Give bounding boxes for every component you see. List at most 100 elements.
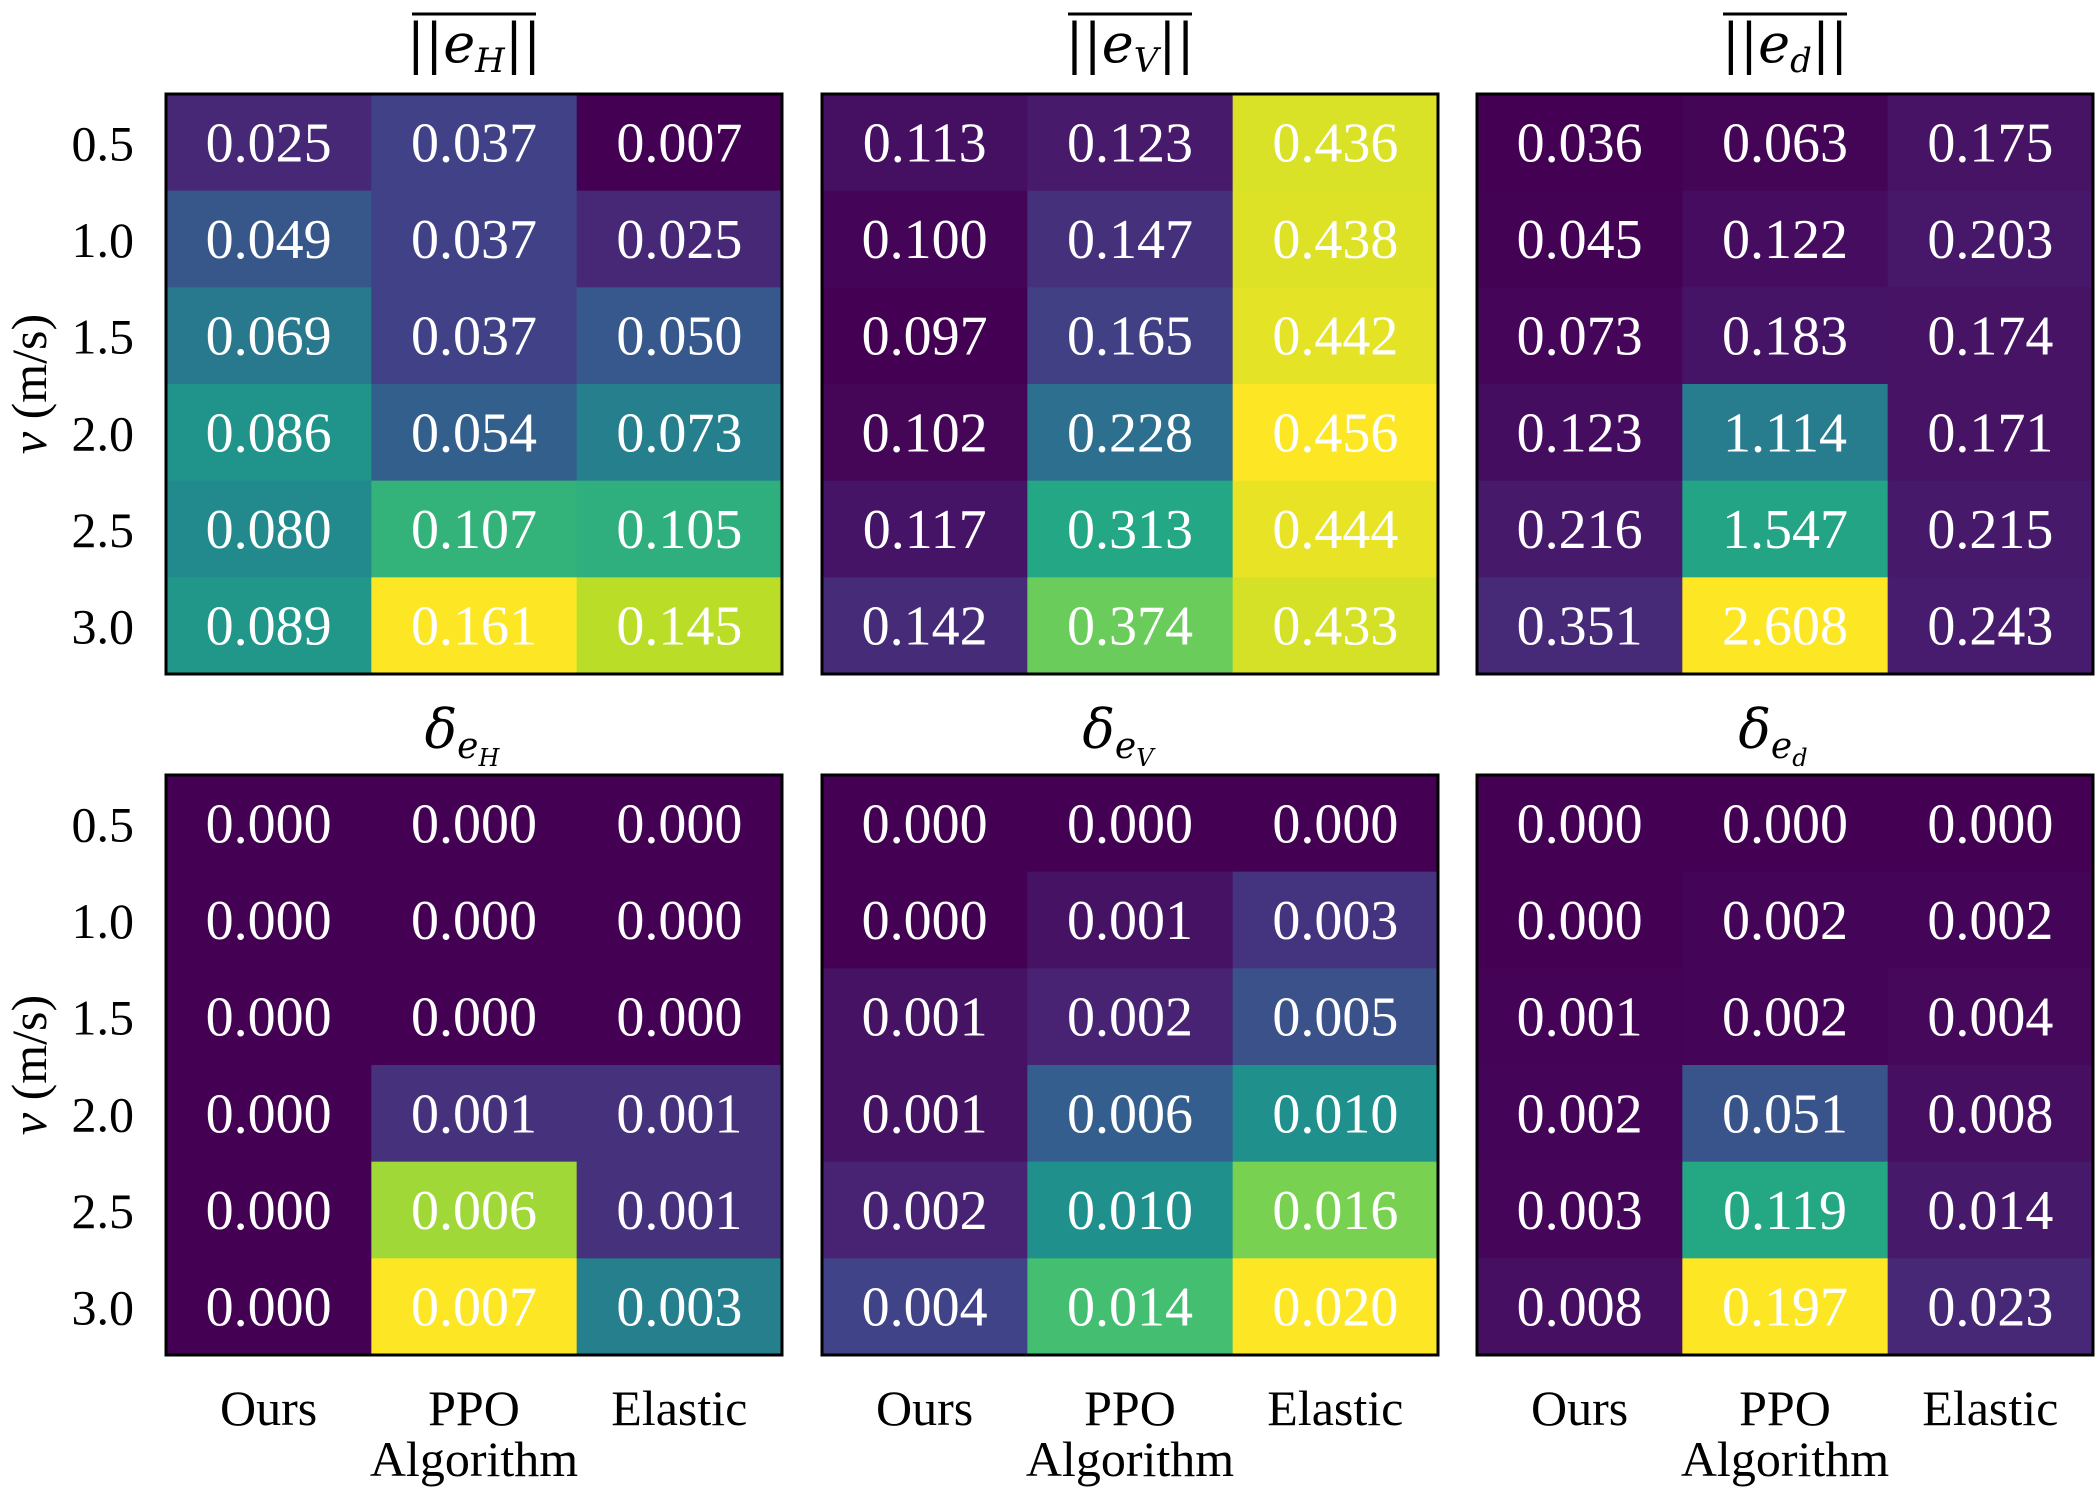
cell-value-label: 0.216 bbox=[1517, 499, 1643, 561]
cell-value-label: 0.004 bbox=[1927, 987, 2053, 1049]
cell-value-label: 0.145 bbox=[616, 596, 742, 658]
cell-value-label: 0.004 bbox=[862, 1277, 988, 1339]
heatmap-cell bbox=[576, 94, 783, 192]
cell-value-label: 0.025 bbox=[206, 112, 332, 174]
heatmap-cell bbox=[576, 1161, 783, 1259]
x-axis-label: Algorithm bbox=[370, 1431, 578, 1487]
heatmap-cell bbox=[1477, 384, 1683, 482]
heatmap-cell bbox=[822, 94, 1028, 192]
cell-value-label: 0.037 bbox=[411, 112, 537, 174]
heatmap-cell bbox=[1477, 190, 1683, 288]
heatmap-cell bbox=[1027, 190, 1234, 288]
heatmap-cell bbox=[576, 968, 783, 1066]
cell-value-label: 0.000 bbox=[411, 987, 537, 1049]
panel-frame bbox=[820, 773, 1440, 1357]
heatmap-cell bbox=[1027, 577, 1234, 675]
heatmap-cell bbox=[371, 1258, 578, 1356]
cell-value-label: 0.000 bbox=[206, 793, 332, 855]
cell-value-label: 0.008 bbox=[1517, 1277, 1643, 1339]
cell-value-label: 0.175 bbox=[1927, 112, 2053, 174]
heatmap-cell bbox=[1027, 94, 1234, 192]
heatmap-cell bbox=[1887, 287, 2094, 385]
cell-value-label: 0.049 bbox=[206, 209, 332, 271]
cell-value-label: 0.005 bbox=[1272, 987, 1398, 1049]
cell-value-label: 0.444 bbox=[1272, 499, 1398, 561]
heatmap-cell bbox=[1232, 480, 1439, 578]
panel-frame bbox=[1475, 773, 2095, 1357]
heatmap-cell bbox=[1477, 1161, 1683, 1259]
heatmap-cell bbox=[822, 871, 1028, 969]
heatmap-cell bbox=[166, 1161, 372, 1259]
heatmap-cell bbox=[1887, 968, 2094, 1066]
cell-value-label: 0.063 bbox=[1722, 112, 1848, 174]
x-tick-label: PPO bbox=[1739, 1380, 1831, 1436]
heatmap-cell bbox=[1887, 1161, 2094, 1259]
x-tick-label: Ours bbox=[220, 1380, 317, 1436]
heatmap-cell bbox=[371, 968, 578, 1066]
y-tick-label: 2.5 bbox=[72, 1183, 135, 1239]
cell-value-label: 0.000 bbox=[206, 1180, 332, 1242]
x-tick-label: Elastic bbox=[1267, 1380, 1403, 1436]
heatmap-cell bbox=[371, 190, 578, 288]
cell-value-label: 0.023 bbox=[1927, 1277, 2053, 1339]
heatmap-cell bbox=[371, 775, 578, 873]
heatmap-cell bbox=[1232, 1065, 1439, 1163]
heatmap-cell bbox=[1232, 190, 1439, 288]
cell-value-label: 0.007 bbox=[411, 1277, 537, 1339]
cell-value-label: 0.097 bbox=[862, 306, 988, 368]
y-tick-label: 0.5 bbox=[72, 796, 135, 852]
cell-value-label: 0.073 bbox=[616, 402, 742, 464]
cell-value-label: 0.105 bbox=[616, 499, 742, 561]
cell-value-label: 0.117 bbox=[863, 499, 987, 561]
heatmap-cell bbox=[1027, 968, 1234, 1066]
cell-value-label: 0.000 bbox=[206, 1083, 332, 1145]
cell-value-label: 0.045 bbox=[1517, 209, 1643, 271]
cell-value-label: 0.161 bbox=[411, 596, 537, 658]
panel-frame bbox=[820, 92, 1440, 676]
heatmap-cell bbox=[1887, 190, 2094, 288]
heatmap-cell bbox=[576, 871, 783, 969]
cell-value-label: 1.547 bbox=[1722, 499, 1848, 561]
heatmap-cell bbox=[166, 577, 372, 675]
cell-value-label: 0.006 bbox=[411, 1180, 537, 1242]
cell-value-label: 0.215 bbox=[1927, 499, 2053, 561]
cell-value-label: 0.073 bbox=[1517, 306, 1643, 368]
heatmap-cell bbox=[1477, 94, 1683, 192]
cell-value-label: 0.002 bbox=[1927, 890, 2053, 952]
cell-value-label: 0.351 bbox=[1517, 596, 1643, 658]
cell-value-label: 0.001 bbox=[1517, 987, 1643, 1049]
heatmap-cell bbox=[1682, 577, 1889, 675]
heatmap-cell bbox=[1682, 190, 1889, 288]
y-tick-label: 2.5 bbox=[72, 502, 135, 558]
heatmap-panel-2: 0.113 0.123 0.436 0.100 0.147 0.438 0.097 0.165… bbox=[820, 12, 1440, 676]
cell-value-label: 0.000 bbox=[206, 1277, 332, 1339]
cell-value-label: 0.000 bbox=[616, 987, 742, 1049]
heatmap-panel-6: 0.000 0.000 0.000 0.000 0.002 0.002 0.001 0.002… bbox=[1475, 698, 2095, 1487]
heatmap-cell bbox=[1682, 480, 1889, 578]
x-tick-label: Ours bbox=[1531, 1380, 1628, 1436]
cell-value-label: 0.000 bbox=[411, 890, 537, 952]
y-tick-label: 2.0 bbox=[72, 1086, 135, 1142]
cell-value-label: 0.174 bbox=[1927, 306, 2053, 368]
panel-title: ||eV|| bbox=[1065, 12, 1194, 81]
heatmap-cell bbox=[1887, 384, 2094, 482]
x-axis-label: Algorithm bbox=[1681, 1431, 1889, 1487]
y-tick-label: 1.0 bbox=[72, 893, 135, 949]
heatmap-cell bbox=[166, 871, 372, 969]
heatmap-cell bbox=[1887, 1065, 2094, 1163]
y-tick-label: 3.0 bbox=[72, 1280, 135, 1336]
heatmap-cell bbox=[1887, 577, 2094, 675]
cell-value-label: 0.036 bbox=[1517, 112, 1643, 174]
cell-value-label: 0.025 bbox=[616, 209, 742, 271]
cell-value-label: 0.119 bbox=[1723, 1180, 1847, 1242]
heatmap-cell bbox=[1232, 94, 1439, 192]
cell-value-label: 0.433 bbox=[1272, 596, 1398, 658]
cell-value-label: 0.051 bbox=[1722, 1083, 1848, 1145]
heatmap-cell bbox=[822, 480, 1028, 578]
cell-value-label: 0.002 bbox=[1067, 987, 1193, 1049]
heatmap-cell bbox=[822, 1258, 1028, 1356]
cell-value-label: 1.114 bbox=[1723, 402, 1847, 464]
y-axis-label: v (m/s) bbox=[1, 995, 57, 1135]
cell-value-label: 0.142 bbox=[862, 596, 988, 658]
